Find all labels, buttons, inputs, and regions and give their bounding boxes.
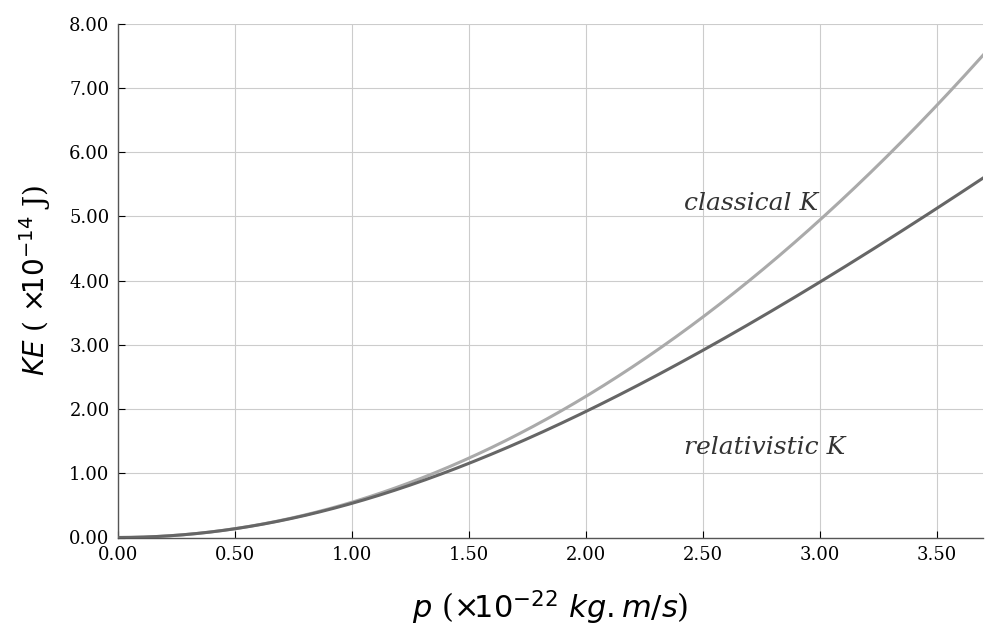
Text: relativistic K: relativistic K: [684, 436, 845, 459]
Text: classical K: classical K: [684, 192, 818, 215]
Y-axis label: $\mathit{KE}$ ( $\times\!10^{-14}$ J): $\mathit{KE}$ ( $\times\!10^{-14}$ J): [17, 185, 53, 376]
X-axis label: $\mathit{p}$ ($\times\!10^{-22}$ $kg.m/s$): $\mathit{p}$ ($\times\!10^{-22}$ $kg.m/s…: [412, 589, 689, 627]
